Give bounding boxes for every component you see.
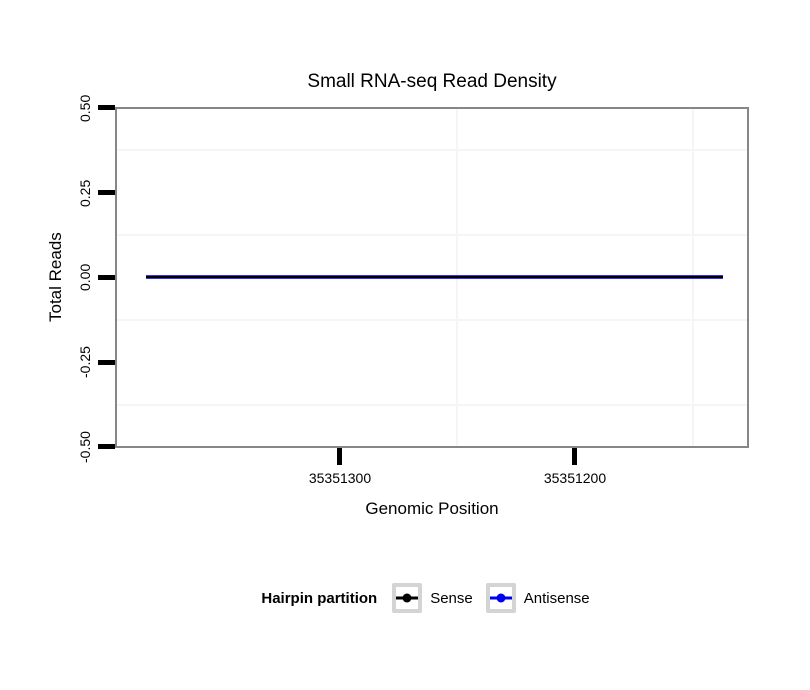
- legend-title: Hairpin partition: [261, 589, 378, 607]
- legend-key-antisense: [485, 583, 516, 613]
- y-axis-tick: [98, 275, 115, 280]
- legend-label-sense: Sense: [430, 589, 473, 607]
- x-tick-label: 35351200: [543, 470, 607, 486]
- antisense-point-swatch-icon: [496, 593, 506, 603]
- y-tick-label: -0.50: [77, 431, 93, 463]
- y-axis-tick: [98, 190, 115, 195]
- chart-title: Small RNA-seq Read Density: [307, 71, 557, 92]
- x-axis-tick: [337, 448, 342, 465]
- legend: Hairpin partition Sense Antisense: [115, 580, 749, 616]
- minor-gridline-horizontal: [117, 319, 747, 321]
- minor-gridline-horizontal: [117, 149, 747, 151]
- y-axis-tick: [98, 105, 115, 110]
- x-axis-title: Genomic Position: [365, 499, 499, 518]
- y-tick-label: 0.50: [77, 94, 93, 122]
- y-axis-title: Total Reads: [46, 232, 65, 322]
- minor-gridline-horizontal: [117, 234, 747, 236]
- y-axis-tick: [98, 444, 115, 449]
- y-tick-label: -0.25: [77, 346, 93, 378]
- legend-label-antisense: Antisense: [523, 589, 590, 607]
- y-tick-label: 0.25: [77, 179, 93, 207]
- sense-series-line: [146, 276, 723, 278]
- y-tick-label: 0.00: [77, 263, 93, 291]
- x-tick-label: 35351300: [308, 470, 372, 486]
- y-axis-tick: [98, 360, 115, 365]
- sense-point-swatch-icon: [402, 593, 412, 603]
- minor-gridline-horizontal: [117, 404, 747, 406]
- x-axis-tick: [572, 448, 577, 465]
- legend-key-sense: [392, 583, 423, 613]
